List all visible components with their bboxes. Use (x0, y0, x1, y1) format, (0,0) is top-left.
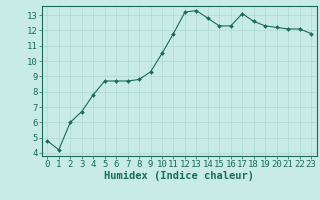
X-axis label: Humidex (Indice chaleur): Humidex (Indice chaleur) (104, 171, 254, 181)
